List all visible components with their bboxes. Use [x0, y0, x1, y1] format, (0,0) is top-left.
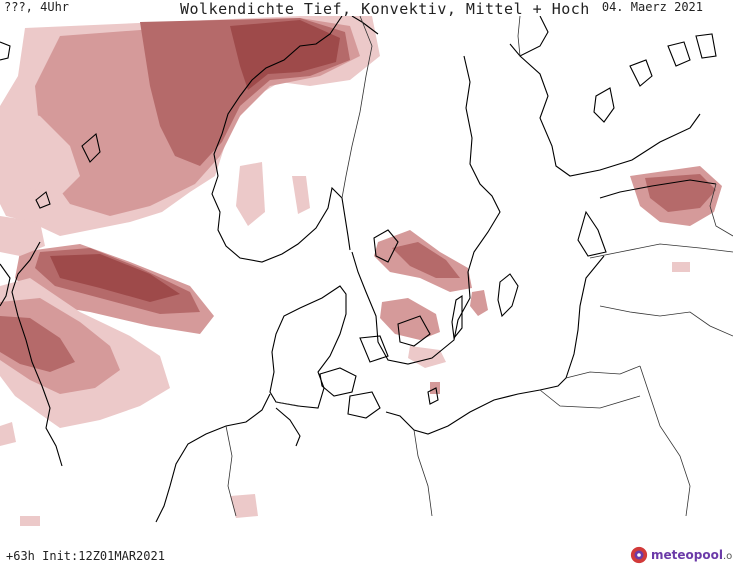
coastlines	[0, 16, 717, 523]
forecast-info: +63h Init:12Z01MAR2021	[6, 549, 165, 563]
coast-sweden	[351, 55, 501, 365]
logo-name: meteopool	[651, 548, 723, 562]
border-estonia-russia	[709, 183, 733, 237]
coast-norway	[211, 16, 351, 263]
border-lithuania-belarus	[599, 305, 733, 337]
border-poland-belarus	[639, 365, 691, 517]
cloud-cover-layer	[0, 16, 722, 526]
border-germany-netherlands	[225, 425, 237, 517]
forecast-date: 04. Maerz 2021	[601, 0, 703, 14]
coast-poland	[385, 389, 541, 435]
border-latvia-lithuania	[589, 243, 733, 259]
border-germany-poland	[413, 429, 433, 517]
coast-britain	[11, 241, 63, 467]
national-borders	[225, 16, 733, 517]
coast-shetland	[81, 132, 101, 163]
coast-germany	[155, 393, 271, 523]
border-kaliningrad	[565, 365, 641, 379]
chart-title: Wolkendichte Tief, Konvektiv, Mittel + H…	[180, 0, 590, 18]
border-norway-sweden	[341, 16, 373, 199]
border-germany-denmark	[275, 401, 301, 407]
logo-domain: .org	[722, 551, 733, 562]
coast-baltic-east	[539, 255, 605, 391]
coast-finland	[519, 55, 701, 177]
meteopool-logo-icon	[630, 546, 648, 564]
header-left-label: ???, 4Uhr	[4, 0, 70, 14]
meteopool-logo[interactable]: meteopool.org	[630, 546, 733, 564]
border-sweden-finland	[517, 16, 521, 57]
coast-estonia	[599, 179, 717, 199]
coast-gotland	[497, 273, 519, 318]
weather-map	[0, 16, 733, 526]
